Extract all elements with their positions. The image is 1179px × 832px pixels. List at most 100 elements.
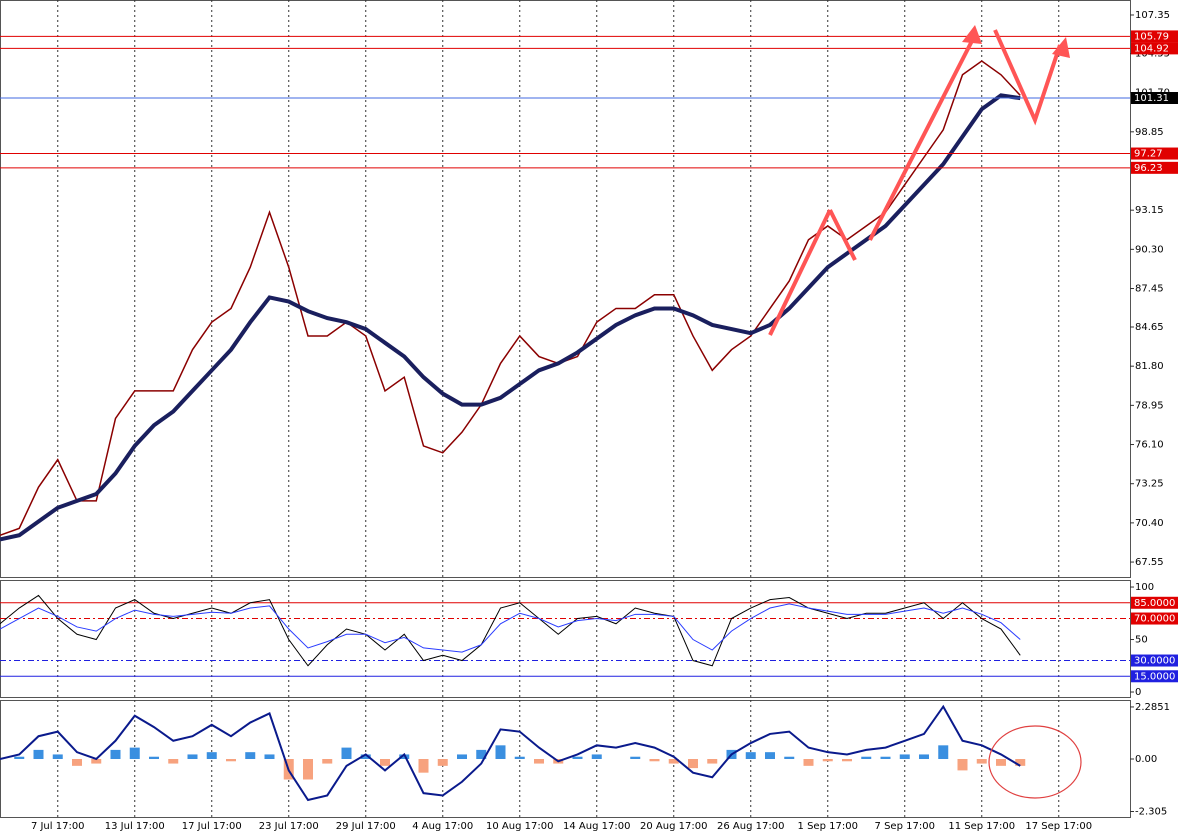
x-tick-label: 23 Jul 17:00 [259,821,319,832]
series-line [0,594,1021,667]
level-label: 97.27 [1134,149,1163,160]
y-tick-label: 90.30 [1135,244,1164,255]
level-label: 15.0000 [1134,671,1175,682]
y-tick-label: 87.45 [1135,284,1164,295]
arrow [993,29,1062,126]
histogram-bar [206,752,217,759]
x-tick-label: 4 Aug 17:00 [412,821,473,832]
histogram-bar [264,754,275,759]
histogram-bar [668,759,679,764]
histogram-bar [745,752,756,759]
x-tick-label: 11 Sep 17:00 [948,821,1015,832]
histogram-bar [399,754,410,759]
histogram-bar [437,759,448,766]
histogram-bar [630,756,641,759]
x-tick-label: 17 Jul 17:00 [182,821,242,832]
histogram-bar [707,759,718,764]
histogram-bar [957,759,968,771]
series-line [0,603,1021,653]
histogram-bar [822,759,833,762]
y-tick-label: 93.15 [1135,205,1164,216]
y-tick-label: 0 [1135,687,1141,698]
histogram-bar [996,759,1006,766]
level-label: 104.92 [1134,43,1169,54]
arrow [828,209,857,261]
x-tick-label: 10 Aug 17:00 [486,821,553,832]
level-label-box [1131,42,1178,55]
histogram-bar [880,756,891,759]
histogram-bar [129,747,140,759]
level-label-box [1131,92,1178,105]
level-label: 85.0000 [1134,598,1175,609]
y-tick-label: -2.305 [1135,807,1167,818]
histogram-bar [91,759,102,764]
level-label: 96.23 [1134,163,1163,174]
histogram-bar [919,754,929,759]
x-tick-label: 7 Sep 17:00 [875,821,935,832]
arrow-head [962,25,982,44]
histogram-bar [14,756,25,759]
level-label: 105.79 [1134,31,1169,42]
histogram-bar [380,759,390,766]
histogram-bar [226,759,236,762]
level-label-box [1131,612,1178,625]
x-tick-label: 1 Sep 17:00 [798,821,858,832]
histogram-bar [842,759,852,762]
histogram-bar [591,754,602,759]
y-tick-label: 70.40 [1135,518,1164,529]
level-label-box [1131,30,1178,43]
y-tick-label: 50 [1135,635,1148,646]
level-label: 30.0000 [1134,656,1175,667]
x-tick-label: 7 Jul 17:00 [31,821,85,832]
x-tick-label: 13 Jul 17:00 [105,821,165,832]
level-label-box [1131,670,1178,683]
y-tick-label: 107.35 [1135,10,1170,21]
histogram-bar [418,759,429,773]
series-line [0,60,1021,536]
histogram-bar [861,756,872,759]
y-tick-label: 73.25 [1135,479,1164,490]
histogram-bar [187,754,198,759]
x-tick-label: 17 Sep 17:00 [1025,821,1092,832]
arrow [868,34,977,241]
arrow-head [1052,37,1070,58]
histogram-bar [52,754,63,759]
y-tick-label: 98.85 [1135,127,1164,138]
histogram-bar [688,759,698,769]
histogram-bar [649,759,660,762]
histogram-bar [765,752,775,759]
y-tick-label: 100 [1135,582,1154,593]
annotations [768,29,1082,799]
histogram-bar [72,759,82,766]
histogram-bar [514,756,525,759]
level-label-box [1131,147,1178,160]
highlight-ellipse [988,725,1082,799]
arrow-heads [962,25,1070,58]
arrow [768,209,832,336]
histogram-bar [245,752,256,759]
histogram-bar [976,759,987,764]
histogram-bar [360,754,371,759]
y-tick-label: 0.00 [1135,754,1157,765]
y-tick-label: 76.10 [1135,440,1164,451]
y-tick-label: 78.95 [1135,400,1164,411]
x-tick-label: 20 Aug 17:00 [640,821,707,832]
level-label-box [1131,596,1178,609]
histogram-bar [938,745,949,759]
oscillator-panel [0,580,1131,698]
level-label: 70.0000 [1134,614,1175,625]
y-tick-label: 84.65 [1135,322,1164,333]
x-tick-label: 26 Aug 17:00 [717,821,784,832]
x-tick-label: 14 Aug 17:00 [563,821,630,832]
histogram-bar [899,754,910,759]
level-label-box [1131,161,1178,174]
histogram-bar [341,747,352,759]
series-line [0,704,1021,802]
histogram-bar [33,749,44,759]
y-tick-label: 2.2851 [1135,702,1170,713]
histogram-bar [149,756,159,759]
histogram-bar [476,749,487,759]
